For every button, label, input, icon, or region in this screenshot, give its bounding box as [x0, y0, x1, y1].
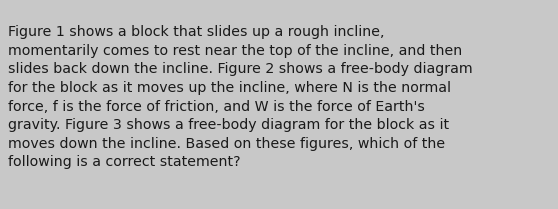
Text: Figure 1 shows a block that slides up a rough incline,
momentarily comes to rest: Figure 1 shows a block that slides up a …	[8, 25, 473, 169]
